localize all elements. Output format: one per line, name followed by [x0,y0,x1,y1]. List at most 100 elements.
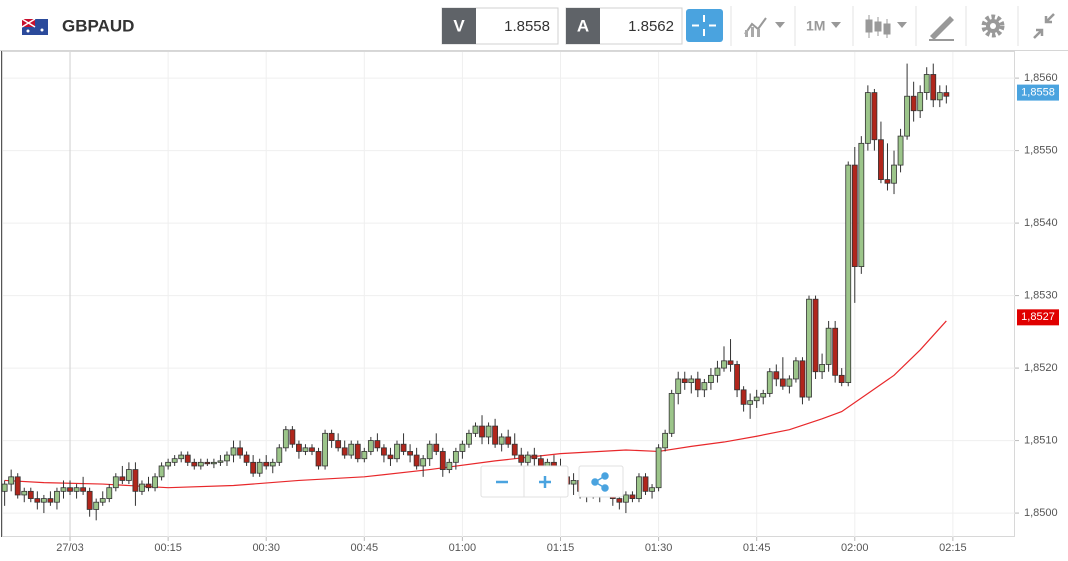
moving-average [4,320,947,489]
candle-body [86,490,93,510]
candle-body [204,461,211,465]
candle-body [93,501,100,510]
collapse-button[interactable] [1033,13,1055,39]
candle-body [753,396,760,402]
zoom-in-button[interactable] [539,476,551,488]
candle-body [819,364,825,373]
draw-button[interactable] [929,16,954,41]
candle-body [197,461,204,467]
x-tick-label: 00:15 [154,542,182,554]
candle-body [904,95,910,137]
candle-body [472,425,479,434]
candle-body [884,179,891,184]
candle-body [518,454,525,463]
y-tick-label: 1,8510 [1024,434,1058,446]
candle-body [178,454,185,460]
candle-body [930,74,937,101]
candle-body [407,451,413,456]
candle-body [531,454,538,460]
x-tick-label: 01:45 [743,542,771,554]
plot-area [2,51,1015,537]
candle-body [132,469,139,492]
candle-body [381,447,387,456]
candle-body [139,483,145,492]
candle-body [923,74,930,93]
candle-body [505,436,512,445]
candle-body [60,487,67,492]
candle-body [851,164,858,267]
chart-type-button[interactable] [744,17,785,37]
candle-body [825,327,832,365]
candle-body [243,454,250,463]
ask-label-box [566,8,600,44]
candle-body [446,461,453,470]
symbol: GBPAUD [62,16,134,35]
candle-body [498,436,505,445]
ask-label: A [577,16,589,35]
crosshair-button[interactable] [686,9,723,42]
candle-body [282,429,289,449]
candle-body [681,378,688,383]
candle-body [734,364,740,391]
timeframe[interactable]: 1M [806,18,825,34]
candle-body [936,92,943,101]
candle-body [80,487,87,492]
share-box [578,465,624,498]
candle-body [708,374,714,383]
candle-body [54,490,60,503]
candle-body [335,440,342,449]
candle-body [315,451,322,467]
crosshair-icon [692,15,716,36]
candle-body [269,461,276,467]
candle-body [1,483,8,492]
bid-label-box [442,8,476,44]
x-tick-label: 00:45 [351,542,379,554]
candle-body [570,480,577,485]
flag-icon [21,18,48,35]
x-tick-label: 01:00 [449,542,477,554]
candle-body [773,371,780,380]
candle-body [354,443,361,460]
share-button[interactable] [591,472,609,492]
candle-body [34,498,41,503]
candle-body [184,454,191,463]
candle-body [152,476,158,489]
zoom-controls [480,465,624,498]
candle-body [40,498,47,503]
x-tick-label: 01:15 [547,542,575,554]
ma-tag-label: 1,8527 [1021,311,1055,323]
candle-body [413,454,420,467]
candle-body [766,371,773,394]
candle-body [878,139,884,180]
candle-body [806,298,812,398]
price-tag-label: 1,8558 [1021,87,1055,99]
y-tick-label: 1,8550 [1024,145,1058,157]
candle-body [721,360,727,369]
candle-body [165,461,172,467]
candle-body [158,465,165,478]
candle-style-button[interactable] [865,15,907,38]
candle-body [943,92,950,97]
candle-body [348,443,355,456]
candle-body [675,378,682,394]
candle-body [230,447,237,456]
candle-body [263,461,270,467]
candle-body [649,487,655,492]
candle-body [145,483,152,489]
candle-body [361,451,368,460]
candle-body [897,135,904,166]
candle-body [511,443,518,456]
candle-body [47,498,54,503]
candle-body [211,461,217,465]
candle-body [701,382,708,391]
x-tick-label: 27/03 [56,542,84,554]
candle-body [917,92,924,112]
x-tick-label: 02:00 [841,542,869,554]
candle-body [322,432,328,467]
settings-button[interactable] [981,14,1005,38]
candle-body [400,443,407,452]
candle-body [845,164,852,383]
candle-body [793,360,799,380]
x-tick-label: 01:30 [645,542,673,554]
